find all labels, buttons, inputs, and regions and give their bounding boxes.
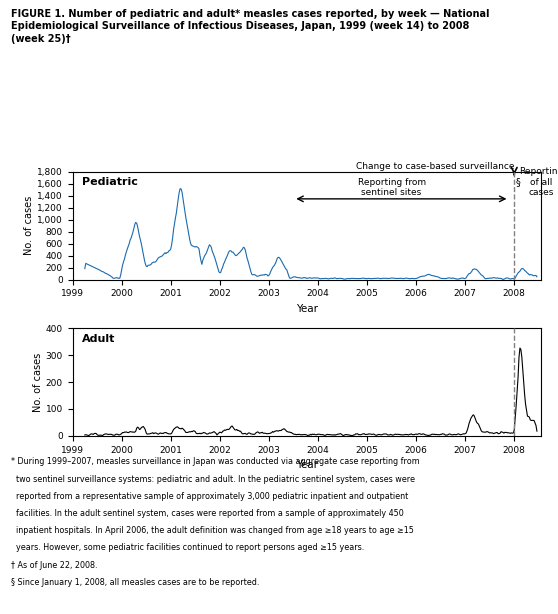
Text: § Since January 1, 2008, all measles cases are to be reported.: § Since January 1, 2008, all measles cas… — [11, 578, 259, 587]
Text: Reporting from
sentinel sites: Reporting from sentinel sites — [358, 177, 426, 197]
Text: inpatient hospitals. In April 2006, the adult definition was changed from age ≥1: inpatient hospitals. In April 2006, the … — [11, 526, 414, 535]
Text: two sentinel surveillance systems: pediatric and adult. In the pediatric sentine: two sentinel surveillance systems: pedia… — [11, 475, 415, 484]
Y-axis label: No. of cases: No. of cases — [25, 196, 34, 255]
Text: Reporting
of all
cases: Reporting of all cases — [519, 167, 558, 197]
Text: §: § — [515, 177, 520, 187]
Text: † As of June 22, 2008.: † As of June 22, 2008. — [11, 561, 98, 570]
Text: facilities. In the adult sentinel system, cases were reported from a sample of a: facilities. In the adult sentinel system… — [11, 509, 404, 518]
X-axis label: Year: Year — [296, 460, 318, 470]
Y-axis label: No. of cases: No. of cases — [33, 352, 43, 411]
Text: Epidemiological Surveillance of Infectious Diseases, Japan, 1999 (week 14) to 20: Epidemiological Surveillance of Infectio… — [11, 21, 469, 31]
Text: (week 25)†: (week 25)† — [11, 34, 71, 44]
Text: Adult: Adult — [82, 333, 116, 344]
Text: Change to case-based surveillance: Change to case-based surveillance — [356, 162, 514, 171]
Text: * During 1999–2007, measles surveillance in Japan was conducted via aggregate ca: * During 1999–2007, measles surveillance… — [11, 457, 420, 467]
Text: FIGURE 1. Number of pediatric and adult* measles cases reported, by week — Natio: FIGURE 1. Number of pediatric and adult*… — [11, 9, 490, 19]
Text: reported from a representative sample of approximately 3,000 pediatric inpatient: reported from a representative sample of… — [11, 492, 408, 501]
X-axis label: Year: Year — [296, 304, 318, 314]
Text: years. However, some pediatric facilities continued to report persons aged ≥15 y: years. However, some pediatric facilitie… — [11, 543, 364, 553]
Text: Pediatric: Pediatric — [82, 177, 138, 187]
